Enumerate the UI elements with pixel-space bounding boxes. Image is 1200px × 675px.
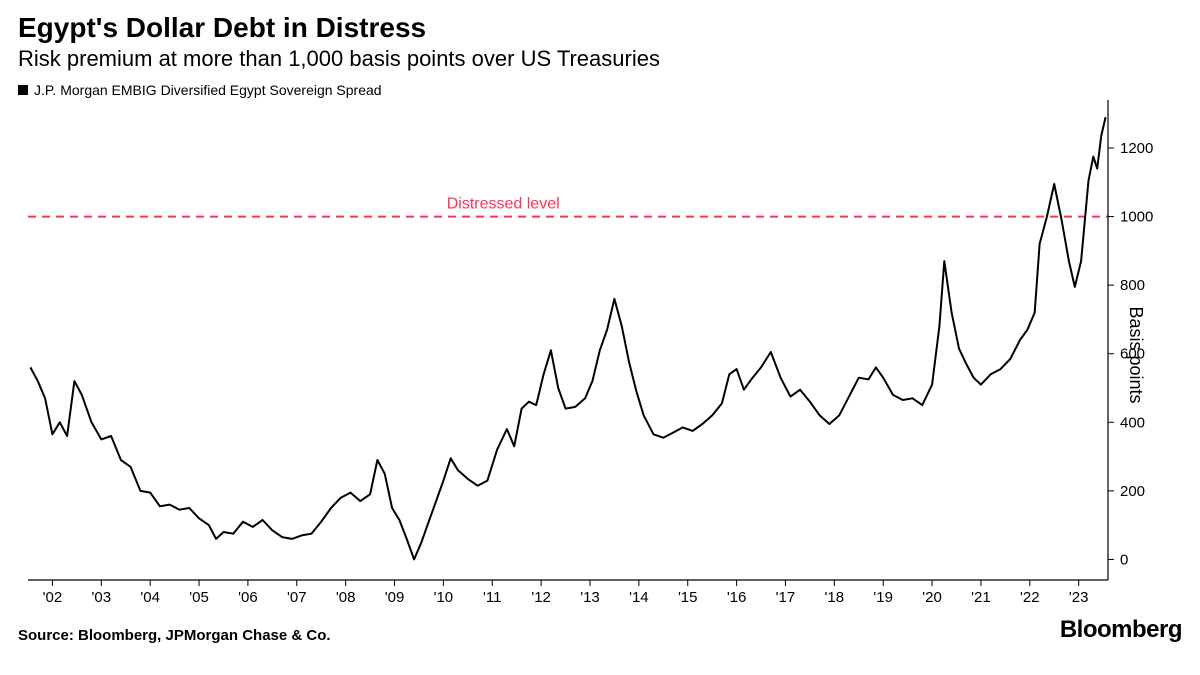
- svg-text:'19: '19: [873, 589, 893, 606]
- svg-text:800: 800: [1120, 277, 1145, 294]
- svg-text:1000: 1000: [1120, 209, 1153, 226]
- svg-text:'02: '02: [43, 589, 63, 606]
- svg-text:'13: '13: [580, 589, 600, 606]
- svg-text:'06: '06: [238, 589, 258, 606]
- svg-text:'04: '04: [140, 589, 160, 606]
- svg-text:1200: 1200: [1120, 140, 1153, 157]
- svg-text:'07: '07: [287, 589, 307, 606]
- source-text: Source: Bloomberg, JPMorgan Chase & Co.: [18, 627, 331, 644]
- svg-text:200: 200: [1120, 483, 1145, 500]
- svg-text:'20: '20: [922, 589, 942, 606]
- svg-text:'22: '22: [1020, 589, 1040, 606]
- svg-text:'03: '03: [92, 589, 112, 606]
- legend: J.P. Morgan EMBIG Diversified Egypt Sove…: [18, 82, 1182, 98]
- svg-text:400: 400: [1120, 414, 1145, 431]
- legend-label: J.P. Morgan EMBIG Diversified Egypt Sove…: [34, 82, 382, 98]
- line-chart-svg: 020040060080010001200Distressed level'02…: [18, 100, 1182, 610]
- svg-text:0: 0: [1120, 551, 1128, 568]
- svg-text:'11: '11: [483, 589, 501, 606]
- svg-text:'10: '10: [434, 589, 454, 606]
- chart-title: Egypt's Dollar Debt in Distress: [18, 12, 1182, 44]
- svg-text:'18: '18: [825, 589, 845, 606]
- svg-text:Distressed level: Distressed level: [447, 196, 560, 213]
- svg-text:'12: '12: [531, 589, 551, 606]
- svg-text:'17: '17: [776, 589, 796, 606]
- svg-text:'09: '09: [385, 589, 405, 606]
- brand-logo: Bloomberg: [1060, 616, 1182, 644]
- chart-area: 020040060080010001200Distressed level'02…: [18, 100, 1182, 610]
- svg-text:'05: '05: [189, 589, 209, 606]
- legend-marker: [18, 85, 28, 95]
- svg-text:'08: '08: [336, 589, 356, 606]
- svg-text:'14: '14: [629, 589, 649, 606]
- svg-text:'21: '21: [971, 589, 991, 606]
- y-axis-title: Basis points: [1125, 306, 1146, 403]
- svg-text:'23: '23: [1069, 589, 1089, 606]
- svg-text:'15: '15: [678, 589, 698, 606]
- chart-subtitle: Risk premium at more than 1,000 basis po…: [18, 46, 1182, 72]
- svg-text:'16: '16: [727, 589, 747, 606]
